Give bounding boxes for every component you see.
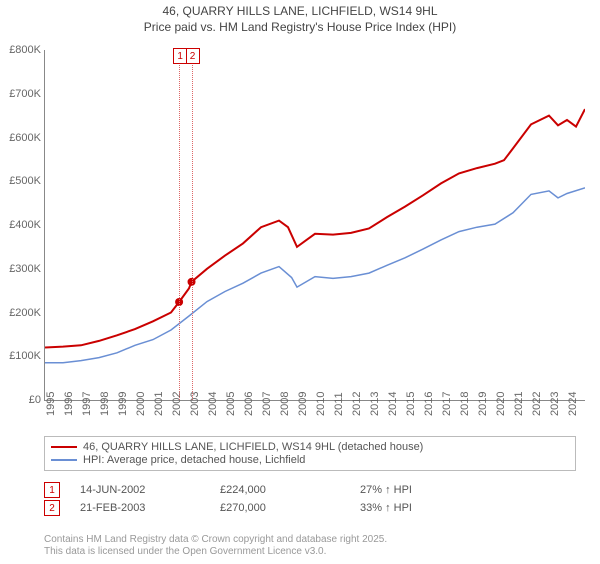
x-axis-label: 2002 — [171, 392, 183, 416]
row-marker: 2 — [44, 500, 60, 516]
legend-swatch — [51, 446, 77, 448]
x-axis-label: 2007 — [261, 392, 273, 416]
y-axis-label: £700K — [0, 88, 41, 100]
footer-line1: Contains HM Land Registry data © Crown c… — [44, 534, 387, 546]
x-axis-label: 2011 — [333, 392, 345, 416]
x-axis-label: 1997 — [81, 392, 93, 416]
x-axis-label: 2006 — [243, 392, 255, 416]
table-row: 2 21-FEB-2003£270,00033% ↑ HPI — [44, 500, 576, 516]
x-axis-label: 2021 — [513, 392, 525, 416]
row-price: £270,000 — [220, 502, 360, 514]
plot-svg — [45, 50, 585, 400]
row-date: 14-JUN-2002 — [80, 484, 220, 496]
footer-line2: This data is licensed under the Open Gov… — [44, 546, 387, 558]
x-axis-label: 1998 — [99, 392, 111, 416]
transaction-table: 1 14-JUN-2002£224,00027% ↑ HPI 2 21-FEB-200… — [44, 480, 576, 518]
y-axis-label: £400K — [0, 219, 41, 231]
x-axis-label: 2014 — [387, 392, 399, 416]
legend-label: HPI: Average price, detached house, Lich… — [83, 454, 305, 466]
x-axis-label: 2010 — [315, 392, 327, 416]
chart-container: { "title_line1": "46, QUARRY HILLS LANE,… — [0, 4, 600, 564]
annotation-vline — [192, 50, 193, 400]
x-axis-label: 1999 — [117, 392, 129, 416]
x-axis-label: 2012 — [351, 392, 363, 416]
x-axis-label: 2022 — [531, 392, 543, 416]
row-marker: 1 — [44, 482, 60, 498]
x-axis-label: 2015 — [405, 392, 417, 416]
chart-title: 46, QUARRY HILLS LANE, LICHFIELD, WS14 9… — [0, 4, 600, 35]
series-price_paid — [45, 109, 585, 347]
title-line2: Price paid vs. HM Land Registry's House … — [0, 20, 600, 36]
x-axis-label: 1995 — [45, 392, 57, 416]
row-date: 21-FEB-2003 — [80, 502, 220, 514]
annotation-marker-2: 2 — [186, 48, 200, 64]
row-price: £224,000 — [220, 484, 360, 496]
title-line1: 46, QUARRY HILLS LANE, LICHFIELD, WS14 9… — [0, 4, 600, 20]
y-axis-label: £300K — [0, 263, 41, 275]
x-axis-label: 2013 — [369, 392, 381, 416]
legend-swatch — [51, 459, 77, 461]
y-axis-label: £100K — [0, 350, 41, 362]
table-row: 1 14-JUN-2002£224,00027% ↑ HPI — [44, 482, 576, 498]
y-axis-label: £600K — [0, 132, 41, 144]
x-axis-label: 2023 — [549, 392, 561, 416]
x-axis-label: 2020 — [495, 392, 507, 416]
y-axis-label: £800K — [0, 44, 41, 56]
x-axis-label: 2019 — [477, 392, 489, 416]
x-axis-label: 2001 — [153, 392, 165, 416]
x-axis-label: 2018 — [459, 392, 471, 416]
plot-region: £0£100K£200K£300K£400K£500K£600K£700K£80… — [44, 50, 585, 401]
chart-area: £0£100K£200K£300K£400K£500K£600K£700K£80… — [44, 50, 584, 400]
y-axis-label: £500K — [0, 175, 41, 187]
x-axis-label: 2016 — [423, 392, 435, 416]
footer-attribution: Contains HM Land Registry data © Crown c… — [44, 534, 387, 558]
legend-label: 46, QUARRY HILLS LANE, LICHFIELD, WS14 9… — [83, 441, 423, 453]
x-axis-label: 2005 — [225, 392, 237, 416]
x-axis-label: 2009 — [297, 392, 309, 416]
x-axis-label: 2000 — [135, 392, 147, 416]
legend-box: 46, QUARRY HILLS LANE, LICHFIELD, WS14 9… — [44, 436, 576, 471]
x-axis-label: 2017 — [441, 392, 453, 416]
x-axis-label: 2024 — [567, 392, 579, 416]
legend-item: 46, QUARRY HILLS LANE, LICHFIELD, WS14 9… — [51, 441, 569, 453]
x-axis-label: 1996 — [63, 392, 75, 416]
series-hpi — [45, 188, 585, 363]
legend-item: HPI: Average price, detached house, Lich… — [51, 454, 569, 466]
row-delta: 33% ↑ HPI — [360, 502, 500, 514]
y-axis-label: £0 — [0, 394, 41, 406]
annotation-vline — [179, 50, 180, 400]
row-delta: 27% ↑ HPI — [360, 484, 500, 496]
y-axis-label: £200K — [0, 307, 41, 319]
x-axis-label: 2004 — [207, 392, 219, 416]
x-axis-label: 2008 — [279, 392, 291, 416]
